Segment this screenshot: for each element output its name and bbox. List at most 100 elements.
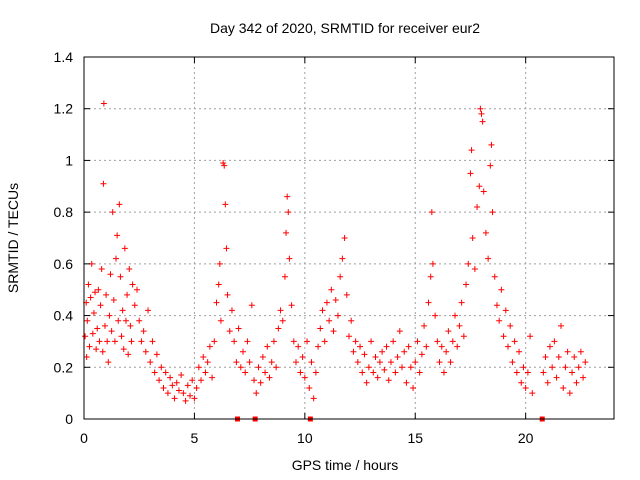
data-point xyxy=(105,359,112,366)
data-point xyxy=(251,377,258,384)
data-point xyxy=(399,364,405,371)
data-point xyxy=(149,338,156,345)
data-point xyxy=(416,369,423,376)
data-point xyxy=(368,338,375,345)
x-tick-label: 0 xyxy=(80,430,88,446)
data-point xyxy=(86,343,93,350)
data-point xyxy=(117,273,124,280)
data-point xyxy=(357,343,364,350)
data-point xyxy=(544,379,551,386)
data-point xyxy=(204,359,211,366)
data-point xyxy=(339,255,346,262)
data-point xyxy=(187,392,193,399)
data-point xyxy=(352,338,359,345)
data-point xyxy=(575,364,582,371)
data-point xyxy=(379,348,386,355)
data-point xyxy=(94,325,101,332)
data-point xyxy=(412,359,419,366)
data-point xyxy=(198,377,205,384)
data-point xyxy=(456,322,463,329)
data-point xyxy=(438,343,445,350)
data-point xyxy=(390,338,397,345)
data-point xyxy=(142,348,149,355)
data-point xyxy=(571,353,578,360)
data-point xyxy=(124,291,131,298)
data-point xyxy=(478,110,485,117)
data-point xyxy=(84,317,91,324)
data-point xyxy=(128,338,135,345)
data-point xyxy=(560,384,567,391)
data-point xyxy=(288,302,295,309)
data-point xyxy=(463,281,470,288)
data-point xyxy=(286,255,293,262)
data-point xyxy=(387,359,394,366)
data-point xyxy=(231,338,238,345)
y-tick-label: 1 xyxy=(65,152,73,168)
data-point xyxy=(558,322,564,329)
data-point xyxy=(555,353,562,360)
data-point xyxy=(374,374,381,381)
data-point xyxy=(440,369,447,376)
data-point xyxy=(126,266,133,273)
data-point xyxy=(184,382,191,389)
data-point xyxy=(116,201,123,208)
data-point xyxy=(97,302,104,309)
data-point xyxy=(268,359,275,366)
data-point xyxy=(348,317,355,324)
data-point xyxy=(465,260,472,267)
data-point xyxy=(410,384,417,391)
data-point xyxy=(381,366,388,373)
data-point xyxy=(482,229,489,236)
data-point xyxy=(522,384,529,391)
data-point xyxy=(343,291,350,298)
data-point xyxy=(337,273,344,280)
data-point xyxy=(423,343,430,350)
data-point xyxy=(304,338,311,345)
data-point xyxy=(109,209,116,216)
data-point xyxy=(520,364,527,371)
data-point xyxy=(580,374,587,381)
data-point xyxy=(363,379,370,386)
data-points xyxy=(82,100,589,422)
data-point xyxy=(502,307,509,314)
data-point xyxy=(119,307,126,314)
data-point xyxy=(87,294,94,301)
y-axis-label: SRMTID / TECUs xyxy=(5,183,21,293)
data-point xyxy=(383,343,390,350)
data-point xyxy=(246,359,253,366)
x-tick-label: 15 xyxy=(407,430,423,446)
data-point xyxy=(220,160,227,167)
data-point xyxy=(306,384,313,391)
data-point xyxy=(259,353,266,360)
data-point xyxy=(216,260,223,267)
grid-lines xyxy=(84,57,614,419)
data-point xyxy=(477,105,484,112)
data-point xyxy=(319,307,326,314)
data-point xyxy=(264,343,271,350)
data-point xyxy=(452,312,458,319)
data-point xyxy=(468,147,475,154)
data-point xyxy=(262,369,269,376)
data-point xyxy=(244,338,251,345)
data-point xyxy=(429,260,436,267)
data-point xyxy=(365,364,372,371)
data-point xyxy=(546,343,553,350)
data-point xyxy=(167,374,174,381)
data-point xyxy=(277,307,284,314)
data-point xyxy=(312,369,319,376)
data-point xyxy=(158,364,165,371)
data-point xyxy=(524,369,531,376)
data-point xyxy=(90,309,97,316)
data-point xyxy=(401,348,408,355)
data-point xyxy=(449,338,456,345)
data-point xyxy=(458,299,465,306)
data-point xyxy=(151,369,158,376)
data-point xyxy=(361,351,368,358)
data-point xyxy=(479,118,486,125)
data-point xyxy=(491,273,498,280)
data-point xyxy=(432,312,439,319)
data-point xyxy=(122,317,129,324)
data-point xyxy=(392,369,399,376)
data-point xyxy=(496,317,503,324)
data-point xyxy=(206,343,213,350)
